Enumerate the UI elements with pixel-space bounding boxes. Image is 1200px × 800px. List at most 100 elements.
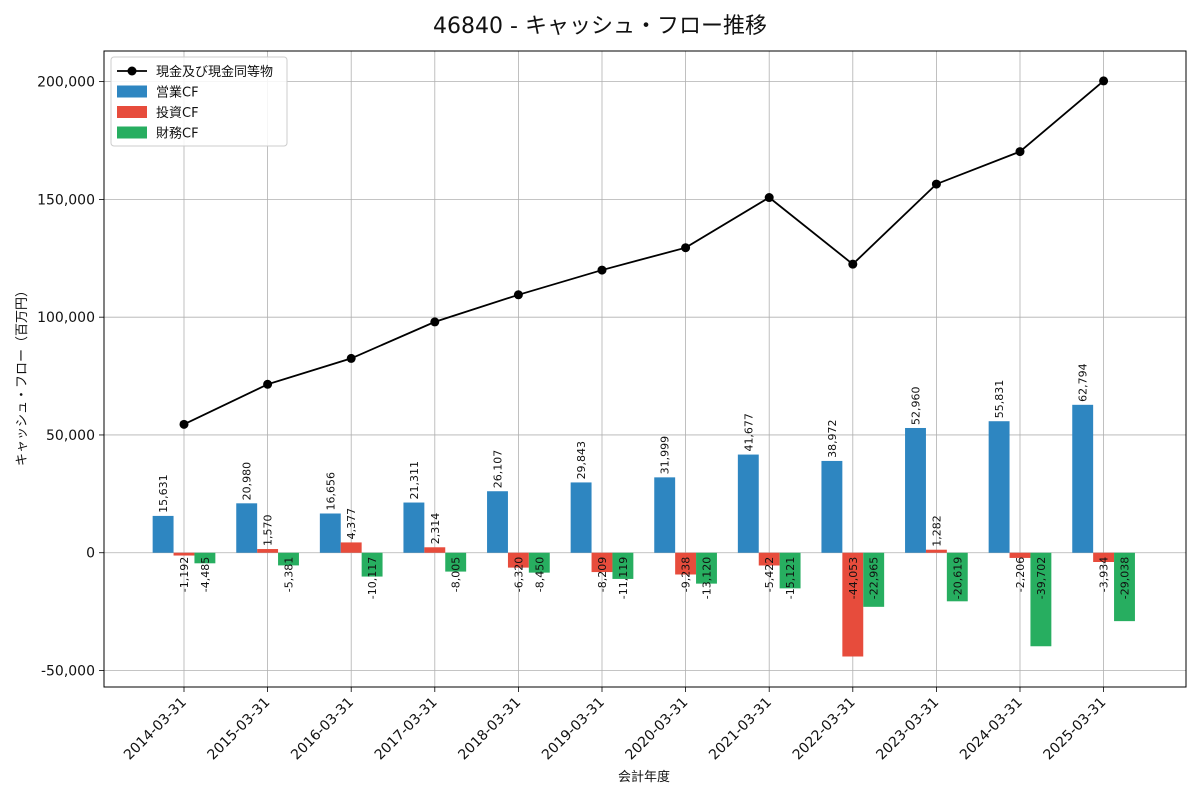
bar-営業CF [570, 482, 592, 553]
bar-財務CF [194, 552, 216, 564]
data-label: -1,192 [178, 557, 191, 592]
plot-frame [103, 50, 1187, 688]
bar-投資CF [842, 552, 864, 657]
data-label: -10,117 [366, 557, 379, 599]
line-point [764, 193, 774, 203]
y-tick-label: 0 [86, 546, 95, 562]
data-label: 4,377 [345, 508, 358, 540]
data-label: -3,934 [1098, 557, 1111, 592]
data-label: -2,206 [1014, 557, 1027, 592]
bar-営業CF [487, 491, 508, 553]
data-label: 21,311 [408, 461, 421, 500]
bar-投資CF [591, 552, 613, 573]
bar-営業CF [905, 427, 926, 553]
data-label: 29,843 [575, 441, 588, 480]
line-point [430, 317, 440, 327]
data-label: 16,656 [324, 472, 337, 511]
data-label: -8,450 [533, 557, 546, 592]
x-tick-label: 2021-03-31 [706, 695, 775, 764]
line-point [513, 290, 523, 300]
data-labels-layer: 15,631 20,980 16,656 21,311 26,107 29,843 31,9… [157, 363, 1131, 599]
data-label: 26,107 [492, 450, 505, 489]
x-tick-label: 2018-03-31 [455, 695, 524, 764]
data-label: 31,999 [659, 436, 672, 475]
legend-bar-swatch [117, 126, 147, 139]
line-point [1099, 76, 1109, 86]
x-tick-label: 2022-03-31 [790, 695, 859, 764]
y-axis-label: キャッシュ・フロー（百万円） [15, 284, 30, 466]
x-tick-label: 2020-03-31 [623, 695, 692, 764]
data-label: 1,570 [262, 515, 275, 547]
data-label: -11,119 [617, 557, 630, 599]
legend-bar-swatch [117, 106, 147, 118]
bar-投資CF [424, 547, 446, 553]
x-tick-label: 2017-03-31 [372, 695, 441, 764]
bar-営業CF [152, 515, 174, 553]
bar-投資CF [675, 552, 697, 575]
bar-財務CF [278, 552, 299, 566]
data-label: -29,038 [1119, 557, 1132, 599]
data-label: -5,422 [763, 557, 776, 592]
bar-営業CF [654, 477, 676, 553]
data-label: -8,209 [596, 557, 609, 592]
data-label: -5,381 [283, 557, 296, 592]
data-label: -13,120 [701, 557, 714, 599]
line-point [263, 379, 273, 389]
line-point [681, 243, 691, 253]
bar-財務CF [863, 552, 885, 607]
x-axis-label: 会計年度 [618, 769, 670, 785]
bar-投資CF [1093, 552, 1115, 563]
data-label: 1,282 [930, 515, 943, 547]
legend-label: 現金及び現金同等物 [156, 64, 273, 80]
bar-財務CF [696, 552, 717, 584]
bar-財務CF [612, 552, 634, 579]
bar-投資CF [925, 549, 947, 553]
bar-財務CF [946, 552, 968, 602]
bar-営業CF [403, 502, 425, 553]
bar-財務CF [1030, 552, 1052, 647]
data-label: -4,485 [199, 557, 212, 592]
line-point [931, 179, 941, 189]
legend-bar-swatch [117, 85, 147, 98]
data-label: -39,702 [1035, 557, 1048, 599]
legend-marker [127, 66, 137, 76]
line-現金及び現金同等物 [183, 80, 1105, 426]
bar-投資CF [507, 552, 529, 568]
data-label: -20,619 [951, 557, 964, 599]
x-tick-label: 2023-03-31 [873, 695, 942, 764]
bar-投資CF [340, 542, 362, 553]
legend-box [110, 56, 288, 147]
data-label: 38,972 [826, 419, 839, 458]
data-label: 55,831 [993, 380, 1006, 419]
bar-営業CF [821, 460, 843, 553]
line-point [848, 259, 858, 269]
data-label: -15,121 [784, 557, 797, 599]
line-point [179, 419, 189, 429]
bar-営業CF [737, 454, 759, 553]
data-label: 52,960 [910, 386, 923, 425]
y-tick-label: 200,000 [37, 75, 95, 91]
bar-営業CF [319, 513, 341, 553]
bar-投資CF [1009, 552, 1031, 558]
bar-投資CF [173, 552, 195, 556]
data-label: 20,980 [241, 462, 254, 501]
legend-label: 投資CF [156, 105, 199, 121]
bar-営業CF [236, 503, 258, 553]
bar-財務CF [361, 552, 383, 577]
data-label: 62,794 [1077, 363, 1090, 402]
y-tick-label: -50,000 [41, 664, 95, 680]
legend-label: 営業CF [156, 85, 199, 101]
data-label: -44,053 [847, 557, 860, 599]
legend-label: 財務CF [156, 127, 199, 142]
bar-財務CF [445, 552, 467, 572]
line-layer [179, 76, 1109, 429]
bar-財務CF [1114, 552, 1135, 622]
x-tick-label: 2025-03-31 [1041, 695, 1110, 764]
bar-営業CF [988, 421, 1010, 553]
line-point [1015, 147, 1025, 157]
x-tick-label: 2015-03-31 [205, 695, 274, 764]
axes-layer: -50,000 0 50,000 100,000 150,000 200,000 2014-… [37, 50, 1187, 764]
bar-投資CF [257, 549, 279, 553]
